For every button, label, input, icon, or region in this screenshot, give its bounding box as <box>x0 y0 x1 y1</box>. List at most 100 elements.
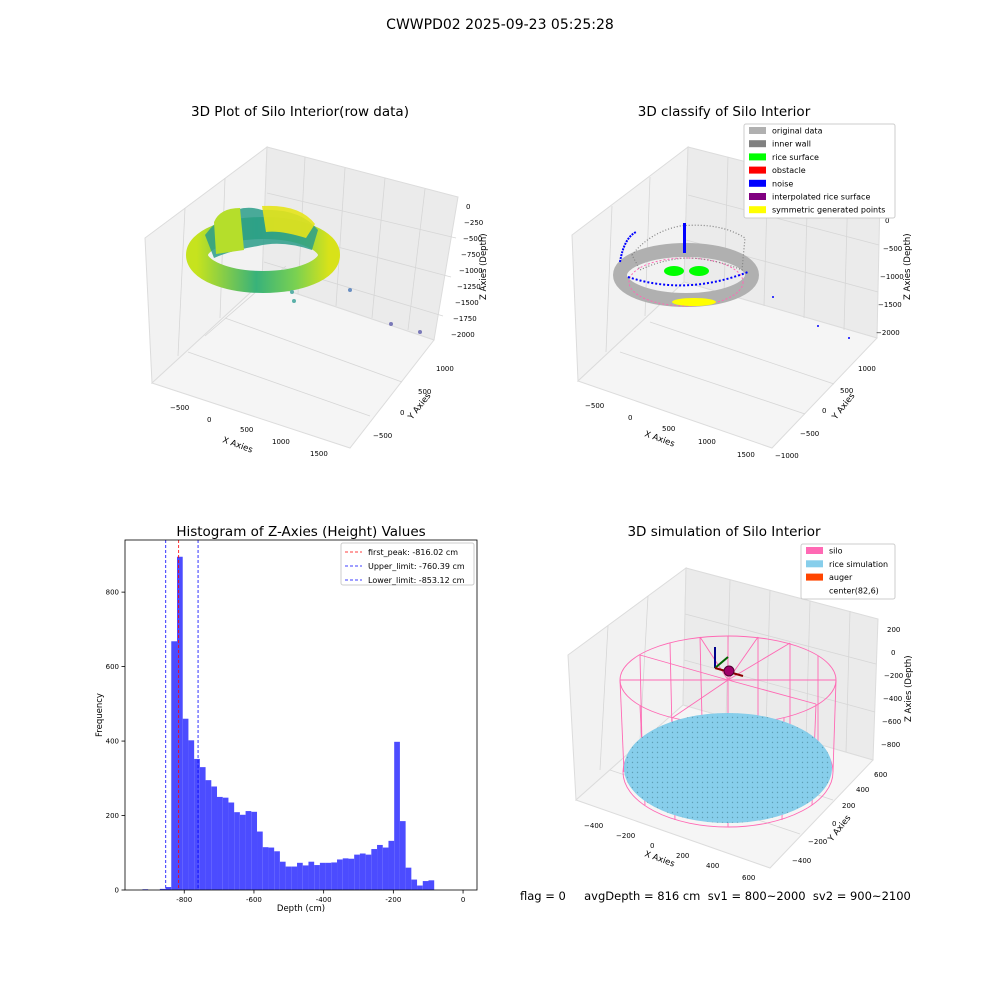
histogram-bar <box>291 866 298 890</box>
histogram-y-tick-label: 0 <box>115 887 119 895</box>
classify-y-tick: 500 <box>840 387 853 395</box>
histogram-bar <box>308 861 315 890</box>
histogram-bar <box>228 802 235 890</box>
histogram-bar <box>297 862 303 890</box>
classify-z-tick: −1000 <box>880 273 904 281</box>
histogram-bar <box>257 831 263 890</box>
histogram-bar <box>176 556 183 890</box>
sim-y-tick: −400 <box>792 857 811 865</box>
histogram-bar <box>239 814 246 890</box>
histogram-x-tick-label: -400 <box>316 896 332 904</box>
sim-z-tick: 0 <box>891 649 895 657</box>
histogram-bar <box>337 859 343 890</box>
histogram-title: Histogram of Z-Axies (Height) Values <box>176 524 425 540</box>
histogram-bar <box>314 865 320 890</box>
histogram-y-label: Frequency <box>95 693 105 737</box>
raw-y-tick: 500 <box>418 388 431 396</box>
classify-legend-label: noise <box>772 179 793 188</box>
simulation-legend-swatch <box>806 560 823 568</box>
classify-x-tick: 1500 <box>737 451 755 459</box>
sim-z-tick: −200 <box>884 672 903 680</box>
classify-legend-swatch <box>749 127 766 134</box>
sim-x-tick: 600 <box>742 874 755 882</box>
classify-point-cloud <box>613 223 850 339</box>
histogram-bar <box>399 821 406 890</box>
sim-y-tick: 0 <box>832 820 836 828</box>
histogram-bar <box>411 879 418 890</box>
sim-z-tick: −600 <box>882 718 901 726</box>
classify-legend-label: interpolated rice surface <box>772 193 870 202</box>
simulation-plot-title: 3D simulation of Silo Interior <box>627 524 821 540</box>
histogram-y-tick-label: 800 <box>106 589 119 597</box>
histogram-bar <box>394 741 400 890</box>
histogram-bar <box>422 881 429 890</box>
raw-x-tick: 500 <box>240 426 253 434</box>
histogram-bar <box>325 862 332 890</box>
raw-z-tick: −750 <box>461 251 480 259</box>
histogram-x-tick-label: -800 <box>176 896 192 904</box>
histogram-bar <box>274 851 280 890</box>
histogram-bar <box>359 853 366 890</box>
classify-z-tick: 0 <box>885 217 889 225</box>
raw-z-tick: 0 <box>466 203 470 211</box>
histogram-bar <box>428 880 435 890</box>
sim-x-tick: 200 <box>676 852 689 860</box>
classify-legend-swatch <box>749 140 766 148</box>
raw-y-tick: 1000 <box>436 365 454 373</box>
histogram-legend-label: Upper_limit: -760.39 cm <box>368 562 465 571</box>
histogram-axes-frame <box>124 539 478 891</box>
histogram-y-tick-label: 200 <box>106 812 119 820</box>
raw-z-tick: −1750 <box>453 315 477 323</box>
histogram-panel: Histogram of Z-Axies (Height) Values -80… <box>95 524 478 914</box>
histogram-bar <box>405 867 412 890</box>
histogram-x-tick-label: 0 <box>461 896 465 904</box>
histogram-bar <box>182 718 189 890</box>
histogram-bar <box>365 854 372 890</box>
classify-z-label: Z Axies (Depth) <box>903 233 913 300</box>
histogram-bar <box>371 849 378 890</box>
classify-x-tick: 500 <box>662 425 675 433</box>
histogram-bar <box>205 780 212 890</box>
histogram-bar <box>211 786 218 890</box>
sim-x-label: X Axies <box>643 849 676 869</box>
sim-z-tick: −800 <box>881 741 900 749</box>
classify-legend-swatch <box>749 206 766 214</box>
histogram-bar <box>159 888 166 890</box>
simulation-legend-label: auger <box>829 573 853 582</box>
figure-title: CWWPD02 2025-09-23 05:25:28 <box>386 17 614 33</box>
histogram-bar <box>377 844 383 890</box>
classify-legend-label: symmetric generated points <box>772 206 885 215</box>
histogram-legend-label: first_peak: -816.02 cm <box>368 548 458 557</box>
sim-x-tick: −400 <box>584 822 603 830</box>
raw-z-tick: −250 <box>464 219 483 227</box>
raw-z-label: Z Axies (Depth) <box>479 233 489 300</box>
raw-y-tick: −500 <box>373 432 392 440</box>
classify-y-tick: 0 <box>822 407 826 415</box>
sim-y-tick: 600 <box>874 771 887 779</box>
simulation-legend-label: silo <box>829 547 843 556</box>
simulation-legend-swatch <box>806 573 823 581</box>
simulation-legend-label: rice simulation <box>829 560 888 569</box>
classify-legend-swatch <box>749 193 766 200</box>
raw-x-tick: 1000 <box>272 438 290 446</box>
classify-legend-label: rice surface <box>772 153 819 162</box>
classify-z-tick: −500 <box>883 245 902 253</box>
classify-legend-swatch <box>749 153 766 161</box>
sim-x-tick: −200 <box>616 832 635 840</box>
sim-y-label: Y Axies <box>826 813 854 845</box>
raw-plot-title: 3D Plot of Silo Interior(row data) <box>191 104 409 120</box>
sim-z-label: Z Axies (Depth) <box>904 655 914 722</box>
classify-legend: original data inner wall rice surface obsta… <box>743 123 896 219</box>
histogram-bar <box>199 767 206 890</box>
raw-x-label: X Axies <box>221 435 254 455</box>
histogram-bar <box>268 847 275 890</box>
histogram-bar <box>342 858 349 890</box>
classify-z-tick: −2000 <box>876 329 900 337</box>
classify-x-tick: −500 <box>585 402 604 410</box>
rice-simulation-surface <box>624 713 832 823</box>
classify-x-tick: 0 <box>628 414 632 422</box>
raw-z-tick: −1000 <box>459 267 483 275</box>
classify-legend-swatch <box>749 179 766 187</box>
histogram-bar <box>188 740 195 890</box>
